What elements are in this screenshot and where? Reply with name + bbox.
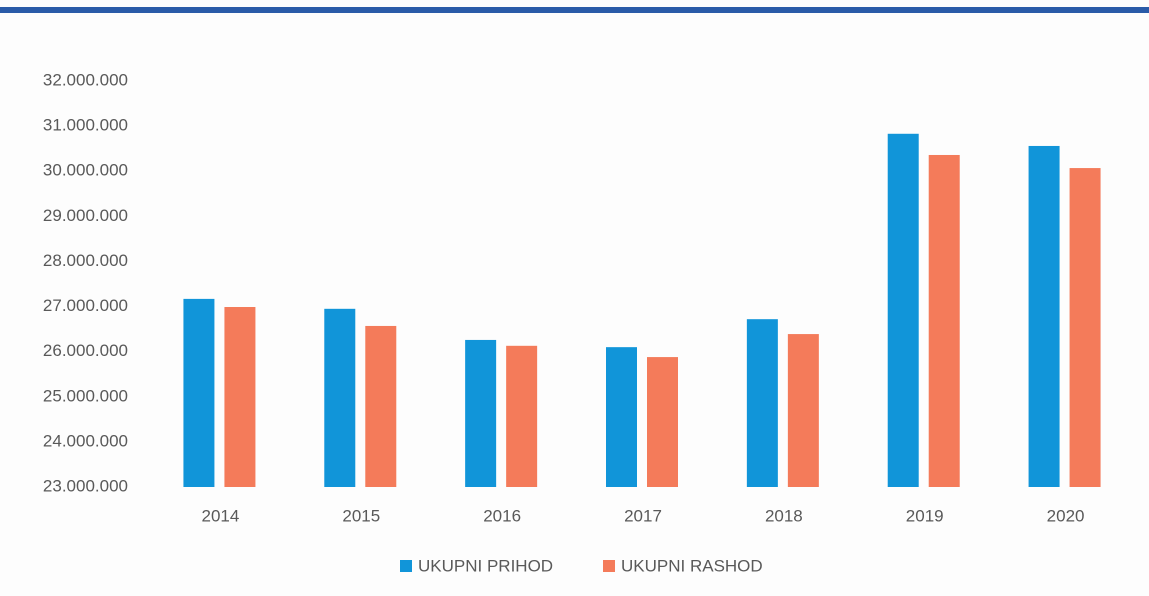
bar (365, 325, 397, 487)
y-tick-label: 31.000.000 (43, 116, 128, 135)
bar (465, 339, 497, 487)
y-tick-label: 26.000.000 (43, 341, 128, 360)
legend-swatch (603, 560, 615, 572)
bar (324, 308, 356, 487)
bar (1028, 145, 1060, 487)
x-tick-label: 2016 (483, 506, 521, 525)
y-tick-label: 23.000.000 (43, 476, 128, 495)
x-tick-label: 2015 (342, 506, 380, 525)
legend-label: UKUPNI RASHOD (621, 556, 763, 575)
legend-label: UKUPNI PRIHOD (418, 556, 553, 575)
bar (746, 319, 778, 487)
x-tick-label: 2014 (202, 506, 240, 525)
legend-swatch (400, 560, 412, 572)
y-tick-label: 25.000.000 (43, 386, 128, 405)
bar (506, 345, 538, 487)
y-tick-label: 30.000.000 (43, 161, 128, 180)
y-tick-label: 24.000.000 (43, 431, 128, 450)
x-tick-label: 2019 (906, 506, 944, 525)
bar (1069, 168, 1101, 487)
x-tick-label: 2018 (765, 506, 803, 525)
top-rule (0, 7, 1149, 13)
y-tick-label: 29.000.000 (43, 206, 128, 225)
bar (224, 307, 256, 487)
y-tick-label: 32.000.000 (43, 70, 128, 89)
bar (183, 298, 215, 487)
x-tick-label: 2017 (624, 506, 662, 525)
bar (787, 334, 819, 487)
y-tick-label: 28.000.000 (43, 251, 128, 270)
y-tick-label: 27.000.000 (43, 296, 128, 315)
bar (647, 357, 678, 487)
bar (606, 347, 637, 487)
bar (887, 133, 919, 487)
bar (928, 154, 960, 487)
x-tick-label: 2020 (1047, 506, 1085, 525)
